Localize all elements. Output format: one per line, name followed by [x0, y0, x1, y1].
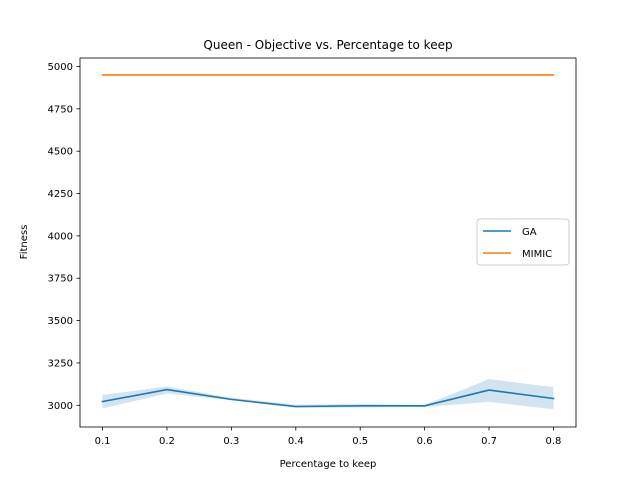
x-axis-label: Percentage to keep: [280, 459, 377, 470]
x-tick-label: 0.7: [481, 436, 497, 447]
legend: GA MIMIC: [476, 218, 570, 266]
series-lines: [101, 74, 555, 408]
x-tick-label: 0.1: [95, 436, 111, 447]
y-tick-label: 4000: [48, 231, 73, 242]
y-tick-label: 4500: [48, 147, 73, 158]
x-tick-label: 0.5: [352, 436, 368, 447]
y-tick-label: 3500: [48, 316, 73, 327]
y-axis-ticks: 3000 3250 3500 3750 4000 4250 4500 4750 5000: [48, 62, 80, 412]
y-axis-label: Fitness: [19, 225, 30, 260]
y-tick-label: 3750: [48, 274, 73, 285]
y-tick-label: 4750: [48, 104, 73, 115]
x-tick-label: 0.6: [417, 436, 433, 447]
x-tick-label: 0.8: [546, 436, 562, 447]
x-tick-label: 0.2: [159, 436, 175, 447]
y-tick-label: 3250: [48, 358, 73, 369]
y-tick-label: 4250: [48, 189, 73, 200]
y-tick-label: 5000: [48, 62, 73, 73]
y-tick-label: 3000: [48, 401, 73, 412]
axes: [79, 57, 577, 428]
legend-label-ga: GA: [522, 227, 537, 238]
legend-label-mimic: MIMIC: [522, 249, 552, 260]
chart-title: Queen - Objective vs. Percentage to keep: [203, 38, 452, 52]
x-tick-label: 0.4: [288, 436, 304, 447]
x-tick-label: 0.3: [223, 436, 239, 447]
plot-frame: [79, 57, 577, 428]
series-line-ga: [101, 388, 555, 408]
x-axis-ticks: 0.1 0.2 0.3 0.4 0.5 0.6 0.7 0.8: [95, 427, 562, 447]
